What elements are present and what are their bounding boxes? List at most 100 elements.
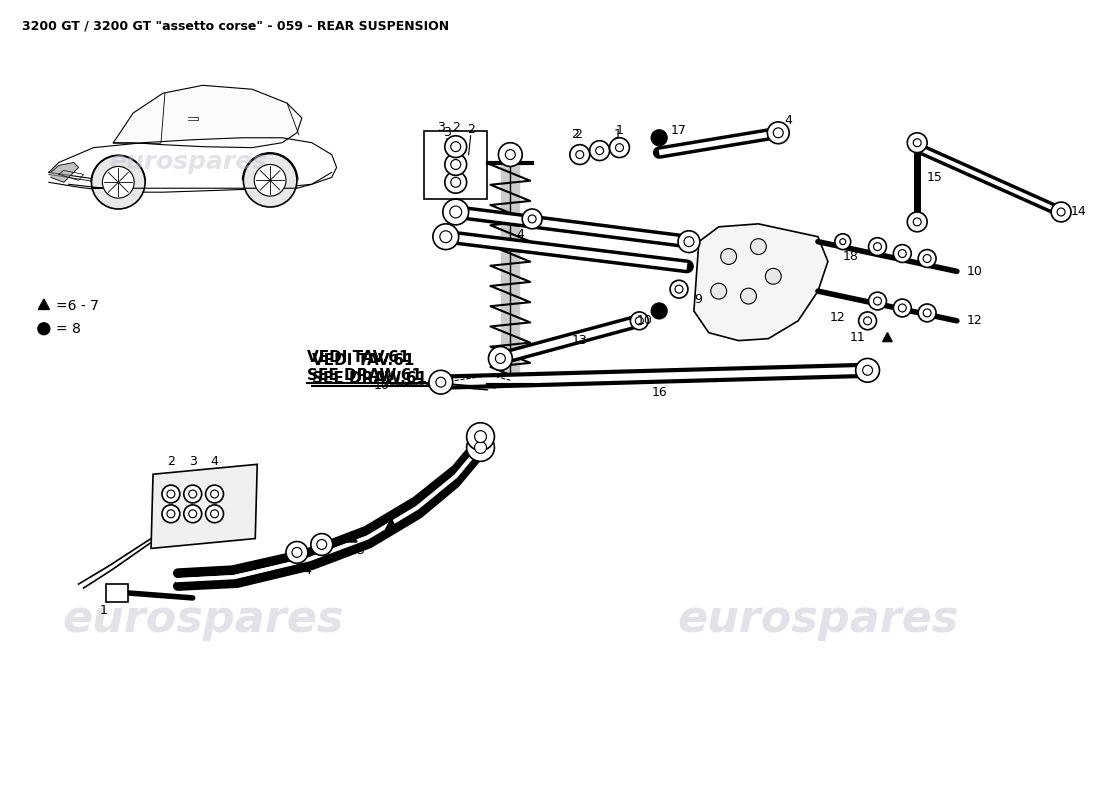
Circle shape [451, 178, 461, 187]
Text: 10: 10 [636, 314, 652, 327]
Circle shape [495, 354, 505, 363]
Polygon shape [346, 532, 358, 542]
Text: eurospares: eurospares [62, 598, 343, 641]
Text: =6 - 7: =6 - 7 [56, 299, 99, 313]
Circle shape [616, 144, 624, 152]
Circle shape [189, 510, 197, 518]
Text: 2: 2 [574, 128, 582, 142]
Text: 12: 12 [829, 311, 846, 324]
Text: = 8: = 8 [56, 322, 80, 336]
Circle shape [466, 434, 494, 462]
Circle shape [1052, 202, 1071, 222]
Text: 4: 4 [516, 228, 525, 242]
Circle shape [835, 234, 850, 250]
Polygon shape [39, 299, 50, 310]
Circle shape [590, 141, 609, 161]
Polygon shape [386, 518, 397, 529]
Circle shape [908, 212, 927, 232]
Circle shape [918, 304, 936, 322]
Circle shape [474, 430, 486, 442]
Text: 5: 5 [358, 544, 365, 557]
Circle shape [651, 130, 667, 146]
Circle shape [206, 485, 223, 503]
Circle shape [167, 510, 175, 518]
Text: 18: 18 [843, 250, 859, 263]
Circle shape [899, 250, 906, 258]
Text: 12: 12 [967, 314, 982, 327]
Circle shape [575, 150, 584, 158]
Circle shape [609, 138, 629, 158]
Circle shape [913, 138, 921, 146]
Circle shape [740, 288, 757, 304]
Circle shape [923, 254, 931, 262]
Circle shape [184, 485, 201, 503]
Circle shape [37, 323, 50, 334]
Circle shape [864, 317, 871, 325]
Circle shape [750, 238, 767, 254]
Circle shape [720, 249, 737, 265]
Circle shape [210, 510, 219, 518]
Circle shape [451, 159, 461, 170]
Circle shape [869, 238, 887, 255]
Circle shape [450, 206, 462, 218]
Circle shape [766, 268, 781, 284]
Circle shape [440, 230, 452, 242]
Circle shape [451, 142, 461, 152]
Circle shape [918, 250, 936, 267]
Text: 16: 16 [651, 386, 667, 398]
Text: 3200 GT / 3200 GT "assetto corse" - 059 - REAR SUSPENSION: 3200 GT / 3200 GT "assetto corse" - 059 … [22, 19, 449, 32]
Circle shape [899, 304, 906, 312]
Circle shape [444, 154, 466, 175]
Circle shape [773, 128, 783, 138]
Circle shape [189, 490, 197, 498]
Text: 1: 1 [616, 124, 624, 138]
Circle shape [862, 366, 872, 375]
Circle shape [444, 171, 466, 193]
Polygon shape [694, 224, 828, 341]
Text: VEDI TAV.61: VEDI TAV.61 [311, 353, 415, 368]
Circle shape [711, 283, 727, 299]
Circle shape [254, 165, 286, 196]
Polygon shape [151, 464, 257, 549]
Circle shape [596, 146, 604, 154]
Circle shape [630, 312, 648, 330]
Circle shape [684, 237, 694, 246]
Circle shape [444, 136, 466, 158]
Circle shape [488, 346, 513, 370]
Circle shape [505, 150, 515, 159]
Circle shape [184, 505, 201, 522]
Text: 10: 10 [373, 378, 389, 392]
Circle shape [498, 142, 522, 166]
Text: 9: 9 [694, 293, 702, 306]
Circle shape [869, 292, 887, 310]
Text: SEE DRAW.61: SEE DRAW.61 [311, 370, 427, 386]
Text: 14: 14 [1071, 206, 1087, 218]
Text: eurospares: eurospares [678, 598, 958, 641]
Text: VEDI TAV.61: VEDI TAV.61 [307, 350, 409, 365]
Circle shape [893, 299, 911, 317]
Circle shape [675, 286, 683, 293]
Circle shape [162, 505, 179, 522]
Text: 11: 11 [850, 331, 866, 344]
Text: 3: 3 [437, 122, 444, 134]
Circle shape [429, 370, 453, 394]
Polygon shape [113, 86, 301, 148]
Circle shape [570, 145, 590, 165]
Text: 2: 2 [452, 122, 460, 134]
Text: 13: 13 [572, 334, 587, 347]
Circle shape [651, 303, 667, 319]
Circle shape [859, 312, 877, 330]
Circle shape [913, 218, 921, 226]
Text: 3: 3 [189, 455, 197, 468]
Circle shape [210, 490, 219, 498]
Circle shape [528, 215, 536, 223]
Text: 2: 2 [466, 123, 474, 136]
Circle shape [893, 245, 911, 262]
Text: 2: 2 [167, 455, 175, 468]
Circle shape [1057, 208, 1065, 216]
Circle shape [873, 242, 881, 250]
Circle shape [474, 442, 486, 454]
Text: 1: 1 [614, 128, 622, 142]
Circle shape [443, 199, 469, 225]
Text: 3: 3 [443, 126, 451, 139]
